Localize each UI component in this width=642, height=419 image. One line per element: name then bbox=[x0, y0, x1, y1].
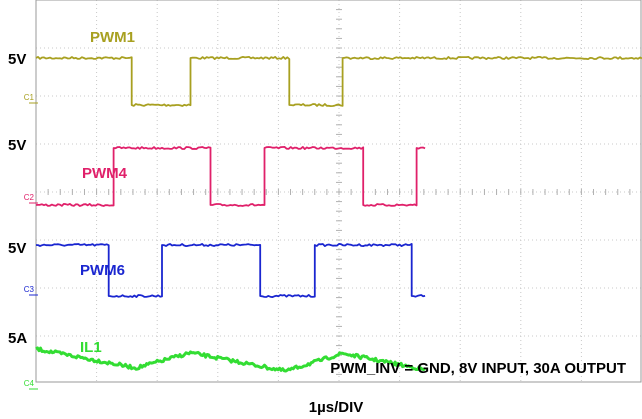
trace-il1 bbox=[35, 346, 426, 373]
channel-name-pwm4: PWM4 bbox=[82, 165, 128, 182]
ground-marker-c1: C1 bbox=[24, 93, 35, 102]
trace-pwm4 bbox=[35, 146, 426, 207]
channel-name-pwm1: PWM1 bbox=[90, 29, 135, 46]
scale-label-c2: 5V bbox=[8, 137, 26, 154]
ground-marker-c2: C2 bbox=[24, 193, 35, 202]
ground-marker-c4: C4 bbox=[24, 379, 35, 388]
channel-name-il1: IL1 bbox=[80, 339, 102, 356]
graticule-grid bbox=[35, 0, 642, 383]
scale-label-c4: 5A bbox=[8, 330, 27, 347]
labels-layer: C1 5V PWM1 C2 5V PWM4 C3 5V PWM6 C4 5A IL1 bbox=[8, 29, 135, 390]
scale-label-c1: 5V bbox=[8, 51, 26, 68]
channel-name-pwm6: PWM6 bbox=[80, 262, 125, 279]
traces-layer bbox=[35, 56, 642, 373]
scale-label-c3: 5V bbox=[8, 240, 26, 257]
plot-frame bbox=[35, 0, 642, 383]
trace-pwm6 bbox=[35, 243, 426, 298]
x-axis-label: 1µs/DIV bbox=[309, 399, 364, 416]
trace-pwm1 bbox=[35, 56, 642, 107]
ground-marker-c3: C3 bbox=[24, 285, 35, 294]
annotation-text: PWM_INV = GND, 8V INPUT, 30A OUTPUT bbox=[330, 360, 626, 377]
